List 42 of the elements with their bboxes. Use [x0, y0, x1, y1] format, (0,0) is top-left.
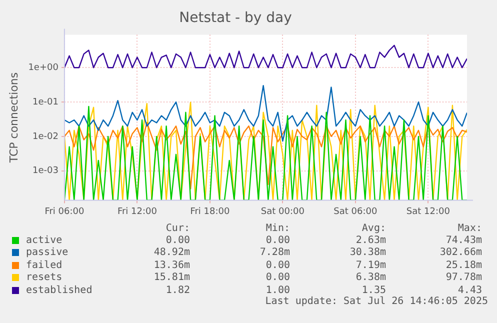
text: 1.00 — [264, 284, 290, 296]
text: 0.00 — [264, 235, 290, 246]
text: Last update: Sat Jul 26 14:46:05 2025 — [264, 296, 488, 309]
text: 302.66m — [438, 247, 482, 258]
text: 4.43 — [456, 284, 482, 296]
chart-title: Netstat - by day — [179, 10, 292, 26]
text: 7.28m — [258, 247, 290, 258]
text: 1.82 — [164, 284, 190, 296]
y-tick-label: 1e-03 — [32, 166, 58, 176]
legend-label: failed — [25, 260, 64, 271]
text: 0.00 — [164, 235, 190, 246]
text: Avg: — [360, 222, 386, 234]
text: 48.92m — [152, 247, 190, 258]
y-tick-label: 1e-02 — [32, 132, 58, 142]
text: 7.19m — [354, 260, 386, 271]
legend-label: established — [25, 284, 94, 296]
x-tick-label: Sat 00:00 — [260, 206, 305, 217]
text: 30.38m — [348, 247, 386, 258]
text: 0.00 — [264, 260, 290, 271]
text: 74.43m — [444, 235, 482, 246]
x-tick-label: Sat 12:00 — [406, 206, 450, 217]
text: Min: — [264, 222, 290, 234]
text: 15.81m — [152, 272, 190, 284]
text: 2.63m — [354, 235, 386, 246]
text: 97.78m — [444, 272, 482, 284]
text: Max: — [456, 222, 482, 234]
x-tick-label: Sat 06:00 — [334, 206, 378, 217]
text: 13.36m — [152, 260, 190, 271]
y-tick-label: 1e+00 — [28, 62, 59, 73]
y-axis-title: TCP connections — [7, 72, 20, 164]
legend-label: passive — [25, 247, 70, 258]
x-tick-label: Fri 18:00 — [190, 206, 230, 217]
text: 1.35 — [360, 284, 386, 296]
text: 25.18m — [444, 260, 482, 271]
text: Cur: — [164, 222, 190, 234]
text: 0.00 — [264, 272, 290, 284]
text: 6.38m — [354, 272, 386, 284]
y-tick-label: 1e-01 — [32, 97, 58, 108]
legend-label: resets — [25, 272, 64, 284]
x-tick-label: Fri 06:00 — [44, 206, 84, 217]
x-tick-label: Fri 12:00 — [117, 206, 158, 217]
legend-label: active — [25, 235, 64, 246]
